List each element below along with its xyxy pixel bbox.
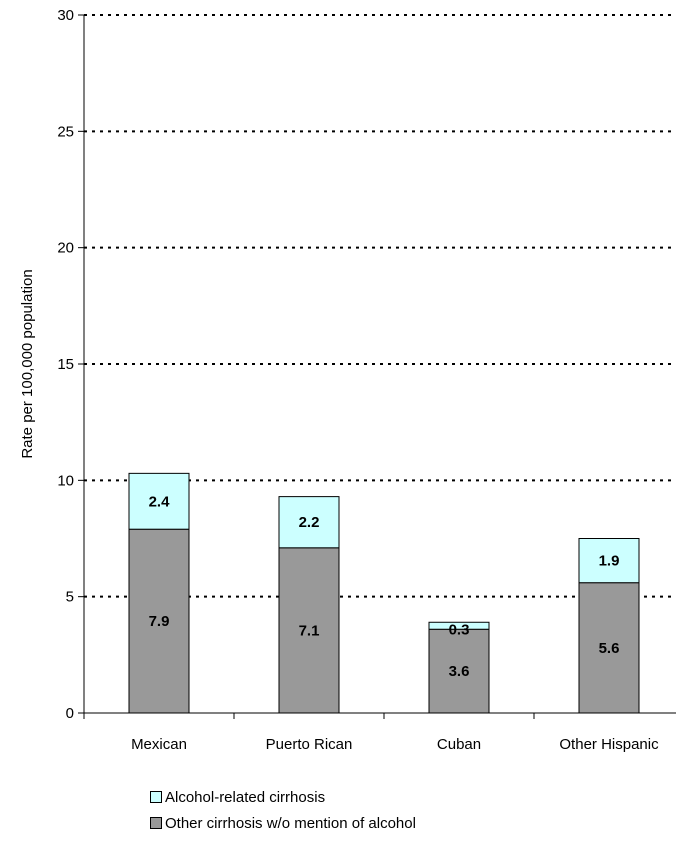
bar-segment-other: [578, 582, 640, 714]
stacked-bar-chart: 0 5 10 15 20 25 30 Mexican Puerto Rican Cuban Othe…: [19, 7, 676, 753]
bar-segment-alcohol: [278, 496, 340, 549]
data-label: 2.4: [149, 493, 171, 510]
legend-swatch-alcohol: [150, 791, 162, 803]
data-labels: 7.9 2.4 7.1 2.2 3.6 0.3 5.6 1.9: [149, 493, 620, 680]
y-tick-label: 10: [57, 472, 74, 489]
bar-segment-alcohol: [428, 621, 490, 630]
legend-label-alcohol: Alcohol-related cirrhosis: [165, 788, 326, 806]
bar-segment-other: [278, 547, 340, 714]
x-tick-label: Cuban: [437, 736, 481, 753]
legend: Alcohol-related cirrhosis Other cirrhosi…: [150, 786, 416, 838]
data-label: 3.6: [449, 663, 470, 680]
legend-label-other: Other cirrhosis w/o mention of alcohol: [165, 814, 416, 832]
bar-segment-other: [128, 528, 190, 714]
data-label: 2.2: [299, 514, 320, 531]
data-label: 1.9: [599, 553, 620, 570]
x-tick-label: Mexican: [131, 736, 187, 753]
y-axis-label: Rate per 100,000 population: [19, 269, 36, 458]
axes: 0 5 10 15 20 25 30 Mexican Puerto Rican Cuban Othe…: [57, 7, 676, 753]
y-tick-label: 5: [66, 589, 74, 606]
y-tick-label: 20: [57, 240, 74, 257]
legend-item-alcohol: Alcohol-related cirrhosis: [150, 786, 416, 808]
data-label: 7.1: [299, 622, 320, 639]
legend-swatch-other: [150, 817, 162, 829]
data-label: 7.9: [149, 613, 170, 630]
data-label: 0.3: [449, 621, 470, 638]
legend-item-other: Other cirrhosis w/o mention of alcohol: [150, 812, 416, 834]
bar-segment-alcohol: [128, 472, 190, 530]
data-label: 5.6: [599, 640, 620, 657]
y-tick-label: 15: [57, 356, 74, 373]
y-tick-label: 25: [57, 123, 74, 140]
bar-segment-other: [428, 628, 490, 714]
x-tick-label: Other Hispanic: [559, 736, 659, 753]
y-tick-label: 30: [57, 7, 74, 24]
bar-segment-alcohol: [578, 538, 640, 584]
x-tick-label: Puerto Rican: [266, 736, 353, 753]
y-tick-label: 0: [66, 705, 74, 722]
bar-group: [128, 472, 640, 714]
